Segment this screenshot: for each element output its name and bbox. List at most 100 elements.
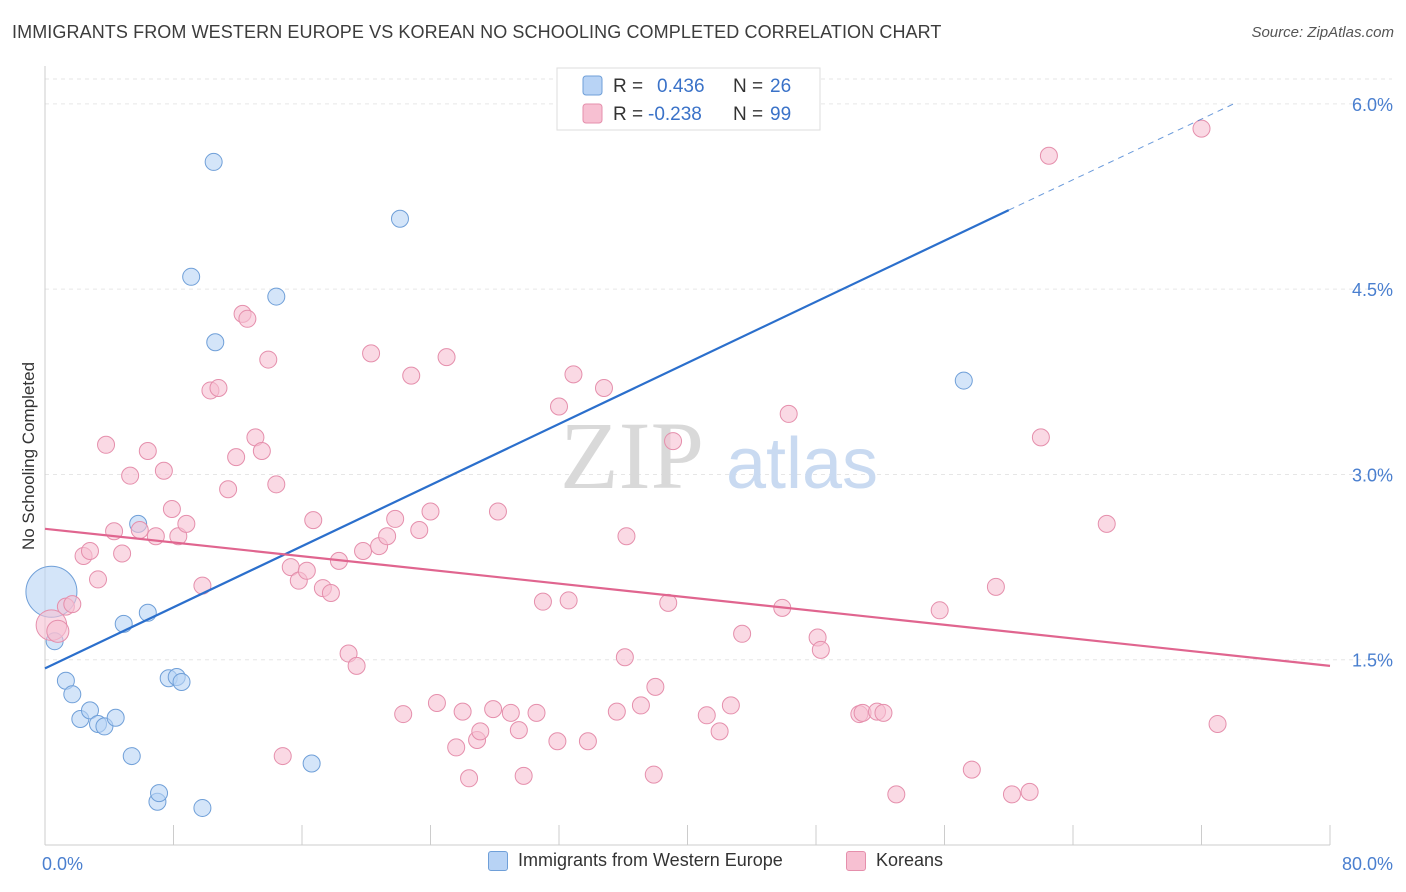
korean-point-1 [46,619,70,643]
korean-point-35 [321,584,340,603]
korean-point-70 [617,527,636,546]
correlation-legend: R = 0.436 N = 26 R = -0.238 N = 99 [556,67,821,131]
korean-point-50 [447,738,466,757]
western-europe-point-25 [954,371,973,390]
western-europe-point-21 [204,152,223,171]
korean-point-14 [154,461,173,480]
korean-point-3 [63,595,82,614]
korean-point-98 [1208,714,1227,733]
korean-point-87 [874,703,893,722]
tick-label-layer: 1.5% 3.0% 4.5% 6.0% 0.0% 80.0% [42,95,1393,874]
western-europe-point-19 [193,798,212,817]
korean-point-17 [177,514,196,533]
korean-point-58 [509,721,528,740]
korean-point-42 [378,527,397,546]
korean-point-6 [89,570,108,589]
western-europe-point-18 [182,267,201,286]
korean-point-78 [721,696,740,715]
korean-point-92 [1002,785,1021,804]
korean-point-79 [733,624,752,643]
legend-n-label-1: N = [733,76,763,97]
y-axis-label: No Schooling Completed [19,362,38,550]
western-europe-point-17 [172,672,191,691]
korean-point-65 [564,365,583,384]
korean-point-10 [121,466,140,485]
korean-point-93 [1020,782,1039,801]
western-europe-trend-line [44,209,1010,670]
korean-point-48 [427,693,446,712]
korean-point-52 [460,769,479,788]
watermark-atlas: atlas [726,424,878,504]
korean-point-32 [297,561,316,580]
korean-point-7 [97,435,116,454]
korean-point-95 [1039,146,1058,165]
x-tick-label-0: 0.0% [42,854,83,874]
y-tick-label-0: 1.5% [1352,651,1393,671]
korean-point-47 [421,502,440,521]
legend-swatch-western-europe [488,850,508,871]
y-tick-label-2: 4.5% [1352,280,1393,300]
korean-point-62 [548,732,567,751]
korean-point-76 [697,706,716,725]
western-europe-point-20 [206,333,225,352]
western-europe-point-10 [122,747,141,766]
korean-point-54 [471,722,490,741]
korean-point-49 [437,348,456,367]
legend-swatch-koreans [846,850,866,871]
korean-point-33 [304,511,323,530]
legend-swatch-blue [582,75,603,96]
korean-point-75 [664,432,683,451]
korean-point-24 [238,309,257,328]
western-europe-point-14 [150,784,169,803]
korean-point-88 [887,785,906,804]
korean-point-56 [488,502,507,521]
korean-point-64 [559,591,578,610]
korean-point-5 [80,542,99,561]
korean-point-11 [130,521,149,540]
korean-point-72 [644,765,663,784]
korean-point-9 [113,544,132,563]
korean-point-69 [615,648,634,667]
series-legend: Immigrants from Western Europe Koreans [0,850,1406,880]
korean-point-46 [410,521,429,540]
western-europe-point-5 [80,701,99,720]
legend-n-value-1: 26 [770,76,791,97]
western-europe-point-8 [106,708,125,727]
korean-point-22 [227,448,246,467]
axes-layer [44,66,1331,846]
korean-point-90 [962,760,981,779]
korean-point-12 [138,441,157,460]
korean-point-38 [347,656,366,675]
korean-point-91 [986,577,1005,596]
legend-item-koreans: Koreans [846,850,943,871]
korean-point-28 [267,475,286,494]
legend-r-label-1: R = [613,76,643,97]
western-europe-point-3 [63,685,82,704]
western-europe-point-23 [302,754,321,773]
legend-r-value-1: 0.436 [657,76,705,97]
korean-point-73 [646,677,665,696]
korean-point-83 [811,640,830,659]
legend-label-western-europe: Immigrants from Western Europe [518,850,783,870]
korean-point-77 [710,722,729,741]
korean-point-20 [209,378,228,397]
korean-trend-line [44,527,1331,667]
korean-point-29 [273,747,292,766]
korean-point-96 [1097,514,1116,533]
korean-point-26 [252,441,271,460]
korean-point-63 [550,397,568,416]
korean-point-60 [527,703,546,722]
chart-title: IMMIGRANTS FROM WESTERN EUROPE VS KOREAN… [12,22,942,42]
western-europe-point-24 [390,209,409,228]
korean-point-27 [259,350,278,369]
korean-point-71 [631,696,650,715]
korean-point-51 [453,702,472,721]
legend-swatch-pink [582,103,603,124]
y-tick-label-1: 3.0% [1352,465,1393,485]
korean-point-45 [402,366,421,385]
korean-point-39 [354,542,373,561]
korean-point-43 [386,509,405,528]
korean-point-57 [501,703,520,722]
korean-point-44 [394,705,413,724]
